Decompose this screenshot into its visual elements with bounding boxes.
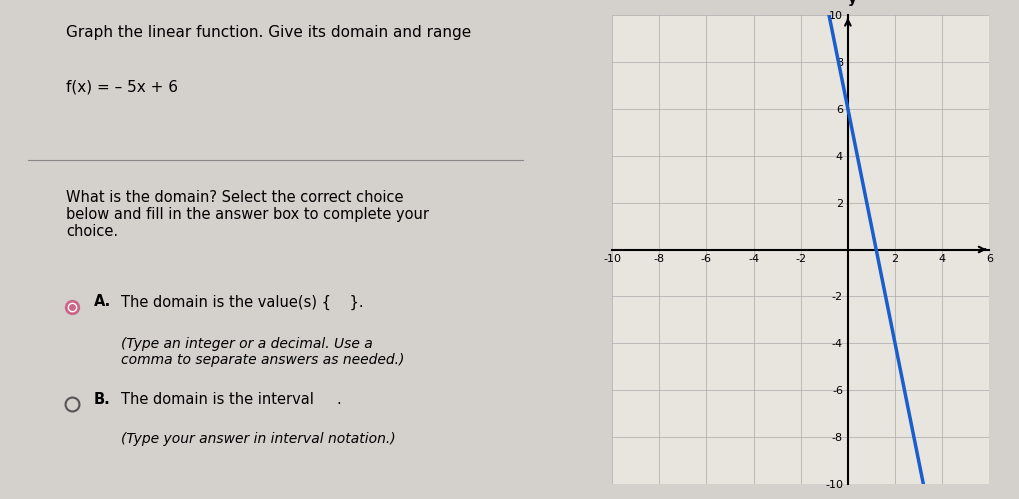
Text: Graph the linear function. Give its domain and range: Graph the linear function. Give its doma…: [66, 25, 471, 40]
Text: (Type an integer or a decimal. Use a
comma to separate answers as needed.): (Type an integer or a decimal. Use a com…: [121, 337, 405, 367]
Text: (Type your answer in interval notation.): (Type your answer in interval notation.): [121, 432, 395, 446]
Text: What is the domain? Select the correct choice
below and fill in the answer box t: What is the domain? Select the correct c…: [66, 190, 429, 240]
Text: B.: B.: [94, 392, 110, 407]
Text: A.: A.: [94, 294, 111, 309]
Text: The domain is the interval     .: The domain is the interval .: [121, 392, 341, 407]
Text: The domain is the value(s) {    }.: The domain is the value(s) { }.: [121, 294, 364, 309]
Text: f(x) = – 5x + 6: f(x) = – 5x + 6: [66, 80, 178, 95]
Text: y: y: [847, 0, 856, 5]
